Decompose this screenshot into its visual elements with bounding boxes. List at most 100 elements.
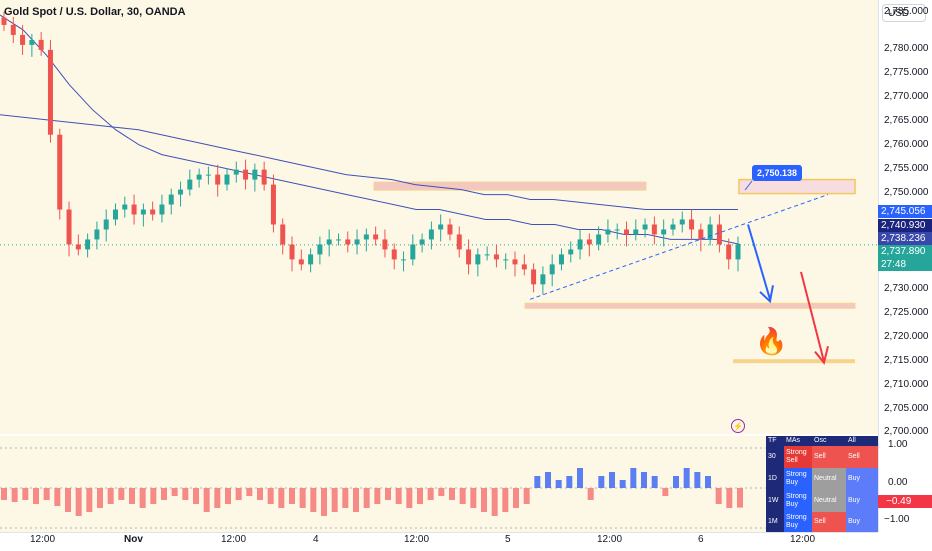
histogram-bar	[214, 488, 221, 508]
blue-arrow-head	[759, 285, 774, 304]
histogram-bar	[683, 468, 690, 488]
candle-body	[233, 169, 239, 175]
histogram-bar	[246, 488, 253, 496]
candle-body	[159, 204, 165, 215]
candle-body	[280, 224, 286, 245]
histogram-bar	[651, 476, 658, 488]
table-header-tf: TF	[766, 436, 784, 446]
candle-body	[29, 39, 35, 45]
candle-body	[475, 254, 481, 265]
price-tag-last: 2,737.890	[878, 245, 932, 258]
candle-body	[596, 234, 602, 245]
table-row-tf: 1W	[766, 490, 784, 512]
candle-body	[308, 254, 314, 265]
candle-body	[345, 239, 351, 245]
histogram-bar	[310, 488, 317, 512]
histogram-bar	[577, 468, 583, 488]
candle-body	[689, 219, 695, 230]
histogram-bar	[523, 488, 530, 504]
time-axis[interactable]	[0, 532, 878, 551]
red-arrow-head	[814, 345, 829, 365]
candle-body	[140, 209, 146, 215]
candle-body	[326, 239, 332, 245]
candle-body	[168, 194, 174, 205]
candle-body	[410, 244, 416, 260]
candle-body	[75, 244, 81, 250]
table-header-osc: Osc	[812, 436, 846, 446]
histogram-bar	[278, 488, 285, 508]
candle-body	[270, 184, 276, 225]
price-tag-ma-long: 2,745.056	[878, 205, 932, 218]
candle-body	[47, 49, 53, 135]
price-axis-label: 2,715.000	[884, 355, 929, 366]
price-axis-label: 2,775.000	[884, 67, 929, 78]
histogram-bar	[662, 488, 669, 496]
fire-icon: 🔥	[755, 326, 788, 356]
candle-body	[298, 259, 304, 265]
price-tag-countdown: 27:48	[878, 258, 932, 271]
histogram-bar	[171, 488, 178, 496]
histogram-bar	[587, 488, 594, 500]
time-axis-label: 4	[313, 534, 319, 545]
histogram-bar	[203, 488, 210, 512]
price-axis-label: 2,705.000	[884, 403, 929, 414]
candle-body	[698, 229, 704, 240]
time-axis-label: 12:00	[790, 534, 816, 545]
candle-body	[493, 254, 499, 260]
candle-body	[243, 169, 249, 180]
histogram-bar	[161, 488, 167, 500]
histogram-bar	[342, 488, 349, 508]
candle-body	[651, 224, 657, 235]
candle-body	[85, 239, 91, 250]
candle-body	[373, 234, 379, 240]
histogram-bar	[97, 488, 103, 508]
candle-body	[521, 264, 527, 270]
histogram-bar	[86, 488, 93, 512]
table-row-tf: 30	[766, 446, 784, 468]
candle-body	[447, 224, 453, 235]
table-row-osc: Sell	[812, 446, 846, 468]
candle-body	[196, 174, 202, 180]
lightning-icon[interactable]: ⚡	[731, 419, 745, 433]
histogram-bar	[54, 488, 61, 506]
target-box-upper	[738, 178, 856, 195]
histogram-bar	[385, 488, 391, 500]
candle-body	[112, 209, 118, 220]
price-chart-pane[interactable]: Gold Spot / U.S. Dollar, 30, OANDA 2,750…	[0, 0, 878, 434]
histogram-bar	[449, 488, 455, 500]
histogram-bar	[363, 488, 370, 508]
histogram-bar	[534, 476, 541, 488]
table-row-osc: Neutral	[812, 468, 846, 490]
histogram-bar	[395, 488, 402, 504]
candle-body	[289, 244, 295, 260]
price-tag-ma-mid: 2,738.236	[878, 232, 932, 245]
candle-body	[577, 239, 583, 250]
resistance-zone	[373, 181, 647, 191]
histogram-bar	[43, 488, 50, 500]
table-row-all: Buy	[846, 490, 878, 512]
histogram-bar	[417, 488, 423, 504]
price-axis-label: 2,750.000	[884, 187, 929, 198]
price-tag-ma-short: 2,740.930	[878, 219, 932, 232]
indicator-pane[interactable]	[0, 436, 878, 532]
time-axis-label: 12:00	[597, 534, 623, 545]
histogram-bar	[299, 488, 306, 508]
histogram-bar	[619, 480, 626, 488]
histogram-bar	[331, 488, 338, 512]
table-row-mas: Strong Buy	[784, 512, 812, 532]
histogram-bar	[139, 488, 146, 508]
time-axis-label: 12:00	[221, 534, 247, 545]
histogram-bar	[481, 488, 487, 512]
candle-body	[94, 229, 100, 240]
histogram-bar	[705, 476, 711, 488]
candle-body	[178, 189, 184, 195]
candle-body	[66, 209, 72, 245]
table-row-osc: Sell	[812, 512, 846, 532]
time-axis-label: 5	[505, 534, 511, 545]
candle-body	[633, 229, 639, 235]
currency-button[interactable]: USD	[882, 4, 926, 22]
histogram-bar	[321, 488, 327, 516]
candle-body	[150, 209, 156, 215]
histogram-bar	[257, 488, 263, 500]
candle-body	[38, 39, 44, 50]
